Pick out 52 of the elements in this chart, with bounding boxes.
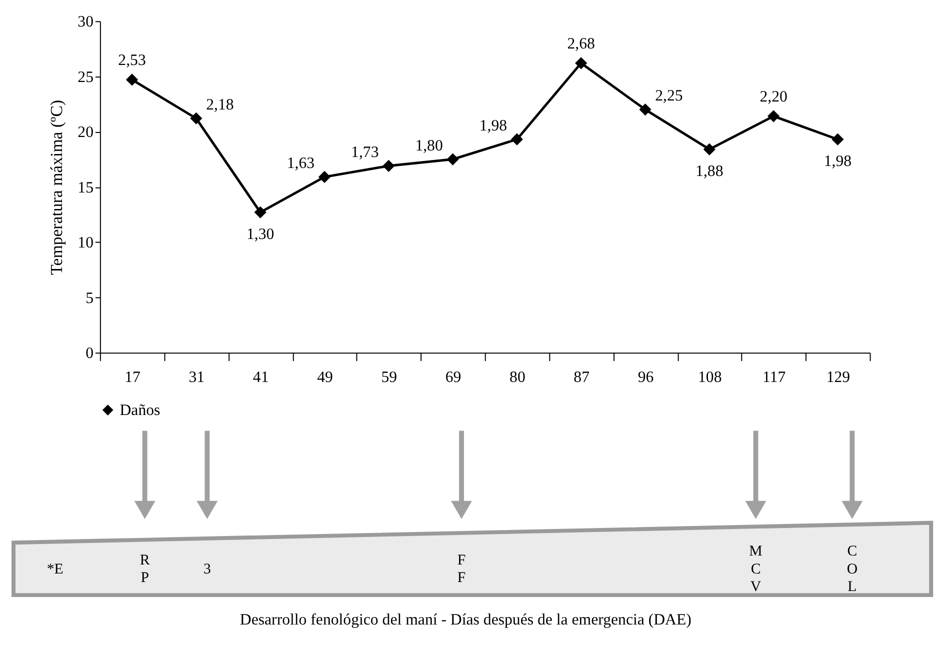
y-axis-title: Temperatura máxima (ºC) — [46, 100, 66, 275]
point — [254, 206, 266, 218]
x-tick-label: 108 — [698, 368, 722, 386]
annotation: 2,18 — [206, 96, 234, 114]
x-tick-label: 17 — [124, 368, 141, 386]
annotation: 1,30 — [246, 226, 274, 244]
text: MCV — [749, 543, 762, 596]
point — [575, 57, 588, 70]
point — [382, 160, 395, 172]
y-tick-label: 10 — [78, 234, 94, 252]
annotation: 1,98 — [479, 117, 508, 134]
point — [446, 153, 459, 166]
y-tick-label: 30 — [78, 14, 94, 31]
x-tick-label: 87 — [574, 368, 590, 386]
point — [639, 103, 652, 116]
point — [510, 133, 523, 146]
annotation: 2,25 — [655, 88, 683, 105]
annotation: 2,53 — [118, 52, 146, 69]
annotation: 1,73 — [351, 144, 379, 161]
point — [767, 110, 780, 122]
x-tick-label: 80 — [510, 368, 526, 386]
annotation: 1,80 — [415, 137, 443, 154]
point — [318, 170, 331, 183]
annotation: 1,98 — [824, 153, 852, 170]
annotation: 1,88 — [696, 163, 724, 180]
text: Desarrollo fenológico del maní - Días después de la emergencia (DAE) — [240, 612, 692, 629]
x-tick-label: 129 — [826, 368, 850, 386]
annotation: 2,68 — [567, 35, 596, 52]
y-tick-label: 20 — [78, 124, 94, 142]
text: COL — [846, 543, 858, 596]
y-tick-label: 0 — [86, 345, 94, 362]
x-tick-label: 41 — [252, 368, 269, 386]
y-tick-label: 15 — [78, 179, 94, 196]
y-tick-label: 5 — [86, 290, 94, 307]
text: *E — [46, 561, 64, 578]
point — [703, 143, 716, 156]
text: RP — [140, 552, 150, 586]
point — [832, 133, 844, 146]
x-tick-label: 49 — [317, 368, 333, 386]
x-tick-label: 96 — [638, 368, 654, 386]
annotation: 2,20 — [760, 88, 788, 106]
annotation: 1,63 — [286, 155, 315, 172]
x-tick-label: 59 — [381, 368, 398, 386]
text: 3 — [203, 561, 211, 578]
point — [126, 74, 138, 86]
x-tick-label: 31 — [188, 368, 205, 386]
x-tick-label: 69 — [445, 368, 462, 386]
text: FF — [457, 552, 466, 586]
legend-label: Daños — [120, 402, 160, 419]
x-tick-label: 117 — [762, 368, 786, 386]
y-tick-label: 25 — [78, 68, 94, 86]
point — [190, 112, 202, 124]
